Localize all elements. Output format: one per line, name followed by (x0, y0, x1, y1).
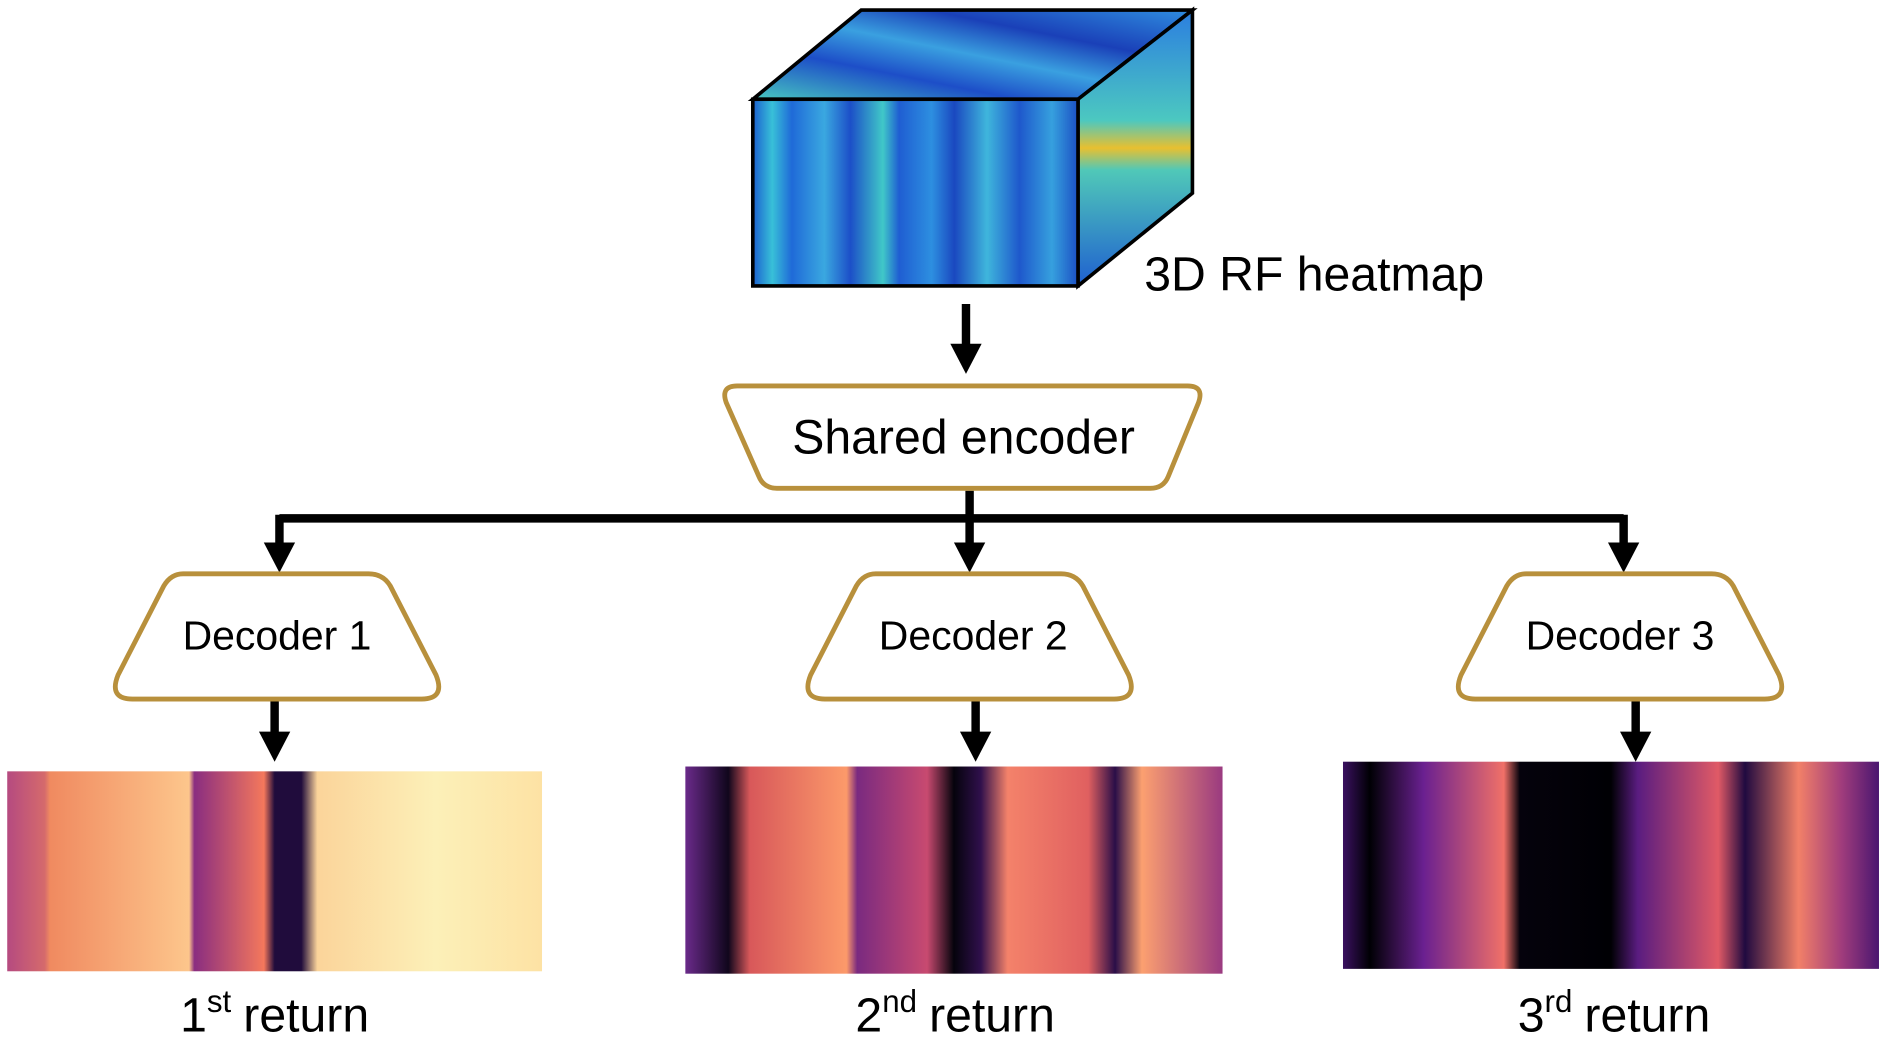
heatmap-label: 3D RF heatmap (1144, 248, 1484, 302)
ordinal-suffix: st (207, 984, 232, 1019)
ordinal-number: 3 (1518, 989, 1545, 1038)
output-label: 1st return (180, 984, 369, 1038)
output-label: 2nd return (855, 984, 1054, 1038)
decoder-label: Decoder 2 (879, 613, 1068, 659)
encoder-box (722, 383, 1203, 491)
arrowheads (258, 343, 1652, 762)
output-image (7, 771, 543, 972)
decoder-label: Decoder 3 (1526, 613, 1715, 659)
ordinal-number: 1 (180, 989, 207, 1038)
output-image (685, 766, 1223, 974)
cube-front (750, 97, 1080, 288)
decoder-boxes (112, 571, 1785, 702)
ordinal-suffix: nd (882, 984, 917, 1019)
output-text: return (1584, 989, 1710, 1038)
ordinal-suffix: rd (1545, 984, 1573, 1019)
ordinal-number: 2 (855, 989, 882, 1038)
output-text: return (929, 989, 1055, 1038)
decoder-label: Decoder 1 (183, 613, 372, 659)
output-image (1342, 761, 1879, 969)
output-text: return (243, 989, 369, 1038)
encoder-label: Shared encoder (792, 410, 1135, 464)
output-label: 3rd return (1518, 984, 1710, 1038)
